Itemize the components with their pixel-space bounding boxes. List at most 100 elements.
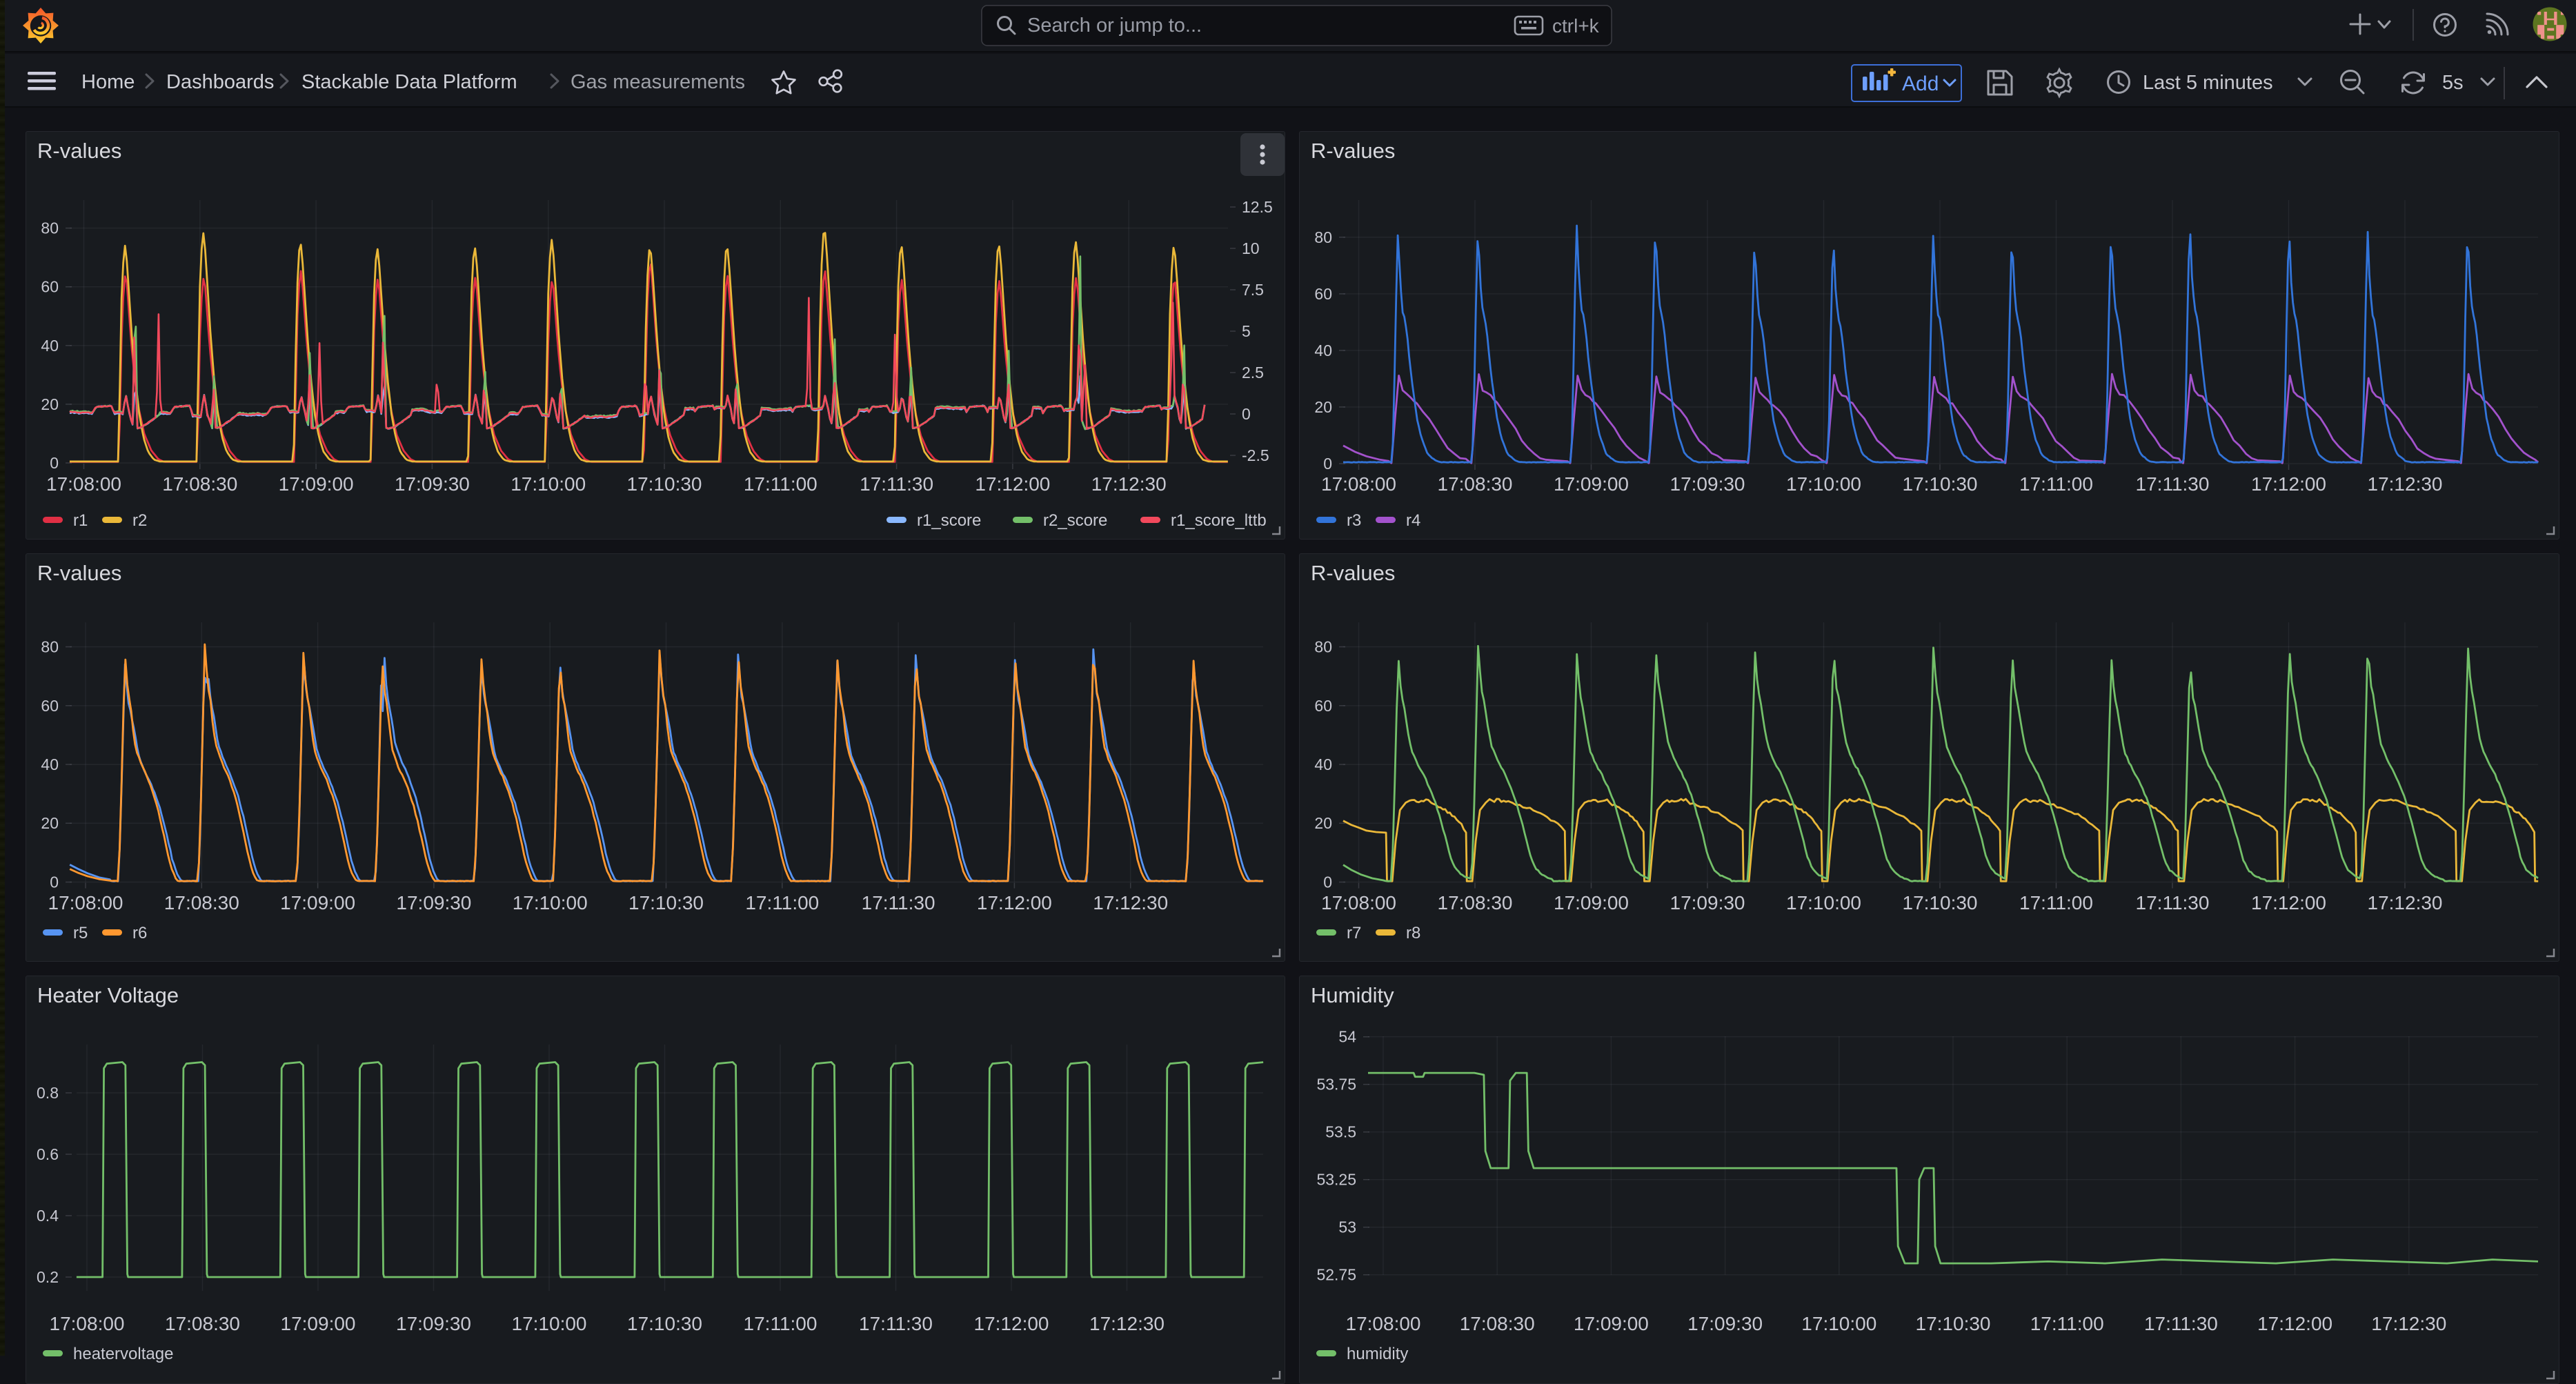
svg-text:17:09:00: 17:09:00 (1554, 892, 1629, 913)
svg-text:60: 60 (41, 278, 59, 296)
svg-text:17:12:00: 17:12:00 (2257, 1313, 2332, 1334)
svg-text:17:10:30: 17:10:30 (1903, 892, 1978, 913)
svg-text:17:12:30: 17:12:30 (1091, 473, 1167, 495)
svg-text:R-values: R-values (1311, 139, 1395, 163)
svg-text:17:11:00: 17:11:00 (2019, 473, 2093, 495)
svg-text:60: 60 (1314, 697, 1332, 715)
svg-text:0.2: 0.2 (37, 1268, 59, 1286)
svg-text:heatervoltage: heatervoltage (73, 1345, 173, 1363)
svg-text:20: 20 (41, 814, 59, 832)
svg-text:17:08:30: 17:08:30 (165, 1313, 240, 1334)
svg-text:r7: r7 (1347, 924, 1361, 942)
svg-text:0.8: 0.8 (37, 1084, 59, 1102)
svg-text:17:09:30: 17:09:30 (1670, 473, 1745, 495)
svg-text:0.6: 0.6 (37, 1145, 59, 1163)
svg-text:-2.5: -2.5 (1242, 446, 1269, 464)
svg-text:Last 5 minutes: Last 5 minutes (2143, 72, 2273, 94)
svg-text:17:09:00: 17:09:00 (1574, 1313, 1649, 1334)
svg-text:17:09:00: 17:09:00 (279, 473, 354, 495)
svg-text:12.5: 12.5 (1242, 198, 1273, 216)
svg-text:17:10:30: 17:10:30 (1916, 1313, 1991, 1334)
svg-text:40: 40 (41, 337, 59, 355)
svg-text:17:12:00: 17:12:00 (2251, 892, 2326, 913)
svg-text:r4: r4 (1406, 511, 1420, 530)
svg-text:Stackable Data Platform: Stackable Data Platform (301, 71, 517, 93)
svg-text:17:10:00: 17:10:00 (513, 892, 588, 913)
svg-text:17:08:30: 17:08:30 (1438, 473, 1513, 495)
svg-text:80: 80 (41, 638, 59, 656)
svg-text:53.25: 53.25 (1316, 1171, 1356, 1189)
svg-text:17:08:00: 17:08:00 (50, 1313, 125, 1334)
svg-text:53: 53 (1338, 1218, 1356, 1236)
svg-text:ctrl+k: ctrl+k (1552, 15, 1600, 37)
svg-text:20: 20 (41, 395, 59, 413)
svg-text:17:08:30: 17:08:30 (162, 473, 237, 495)
svg-text:17:12:30: 17:12:30 (2368, 473, 2443, 495)
svg-text:60: 60 (1314, 285, 1332, 303)
svg-text:17:11:30: 17:11:30 (859, 1313, 933, 1334)
svg-text:40: 40 (1314, 755, 1332, 773)
svg-text:Gas measurements: Gas measurements (571, 71, 745, 93)
svg-text:r2_score: r2_score (1043, 511, 1107, 530)
svg-text:Search or jump to...: Search or jump to... (1027, 14, 1202, 37)
svg-text:0.4: 0.4 (37, 1207, 59, 1225)
svg-text:80: 80 (41, 219, 59, 237)
svg-text:r1_score_lttb: r1_score_lttb (1171, 511, 1267, 530)
svg-text:r5: r5 (73, 924, 88, 942)
svg-text:17:10:30: 17:10:30 (628, 892, 704, 913)
svg-text:r8: r8 (1406, 924, 1420, 942)
svg-text:17:11:00: 17:11:00 (745, 892, 819, 913)
svg-text:20: 20 (1314, 398, 1332, 416)
svg-text:R-values: R-values (37, 561, 121, 585)
svg-text:40: 40 (1314, 342, 1332, 359)
svg-text:17:09:30: 17:09:30 (396, 1313, 471, 1334)
svg-text:17:08:00: 17:08:00 (48, 892, 123, 913)
svg-text:0: 0 (50, 454, 59, 472)
svg-text:17:10:30: 17:10:30 (627, 1313, 702, 1334)
svg-text:5: 5 (1242, 322, 1251, 340)
svg-text:17:10:00: 17:10:00 (512, 1313, 587, 1334)
svg-text:17:08:30: 17:08:30 (1460, 1313, 1535, 1334)
svg-text:17:08:30: 17:08:30 (164, 892, 239, 913)
svg-text:r1_score: r1_score (917, 511, 981, 530)
svg-text:17:11:30: 17:11:30 (860, 473, 933, 495)
svg-text:Add: Add (1902, 72, 1939, 95)
svg-text:17:10:00: 17:10:00 (1786, 892, 1861, 913)
svg-text:17:12:30: 17:12:30 (2371, 1313, 2446, 1334)
svg-text:17:09:30: 17:09:30 (1687, 1313, 1763, 1334)
svg-text:17:11:30: 17:11:30 (2144, 1313, 2218, 1334)
svg-text:Heater Voltage: Heater Voltage (37, 983, 179, 1007)
svg-text:52.75: 52.75 (1316, 1266, 1356, 1284)
svg-text:17:10:00: 17:10:00 (1801, 1313, 1876, 1334)
svg-text:17:09:30: 17:09:30 (1670, 892, 1745, 913)
svg-text:17:11:30: 17:11:30 (2136, 892, 2210, 913)
svg-text:17:12:00: 17:12:00 (975, 473, 1050, 495)
svg-text:17:12:00: 17:12:00 (974, 1313, 1049, 1334)
svg-text:17:09:00: 17:09:00 (1554, 473, 1629, 495)
svg-text:humidity: humidity (1347, 1345, 1408, 1363)
svg-text:17:10:30: 17:10:30 (627, 473, 702, 495)
svg-text:17:10:00: 17:10:00 (511, 473, 586, 495)
svg-text:17:11:30: 17:11:30 (862, 892, 935, 913)
svg-text:60: 60 (41, 697, 59, 715)
svg-text:2.5: 2.5 (1242, 364, 1264, 382)
svg-text:17:11:00: 17:11:00 (2019, 892, 2093, 913)
svg-text:10: 10 (1242, 239, 1260, 257)
svg-text:r1: r1 (73, 511, 88, 530)
svg-text:17:08:00: 17:08:00 (1321, 892, 1396, 913)
svg-text:17:12:00: 17:12:00 (977, 892, 1052, 913)
svg-text:17:08:00: 17:08:00 (1321, 473, 1396, 495)
svg-text:0: 0 (50, 873, 59, 891)
svg-text:r3: r3 (1347, 511, 1361, 530)
svg-text:17:08:00: 17:08:00 (46, 473, 121, 495)
svg-text:20: 20 (1314, 814, 1332, 832)
svg-text:Dashboards: Dashboards (166, 71, 274, 93)
svg-text:17:09:00: 17:09:00 (281, 1313, 356, 1334)
svg-text:0: 0 (1242, 405, 1251, 423)
svg-text:17:08:30: 17:08:30 (1438, 892, 1513, 913)
svg-text:53.5: 53.5 (1325, 1123, 1356, 1141)
svg-text:R-values: R-values (37, 139, 121, 163)
svg-text:80: 80 (1314, 228, 1332, 246)
svg-text:17:09:30: 17:09:30 (396, 892, 471, 913)
svg-text:54: 54 (1338, 1028, 1356, 1046)
